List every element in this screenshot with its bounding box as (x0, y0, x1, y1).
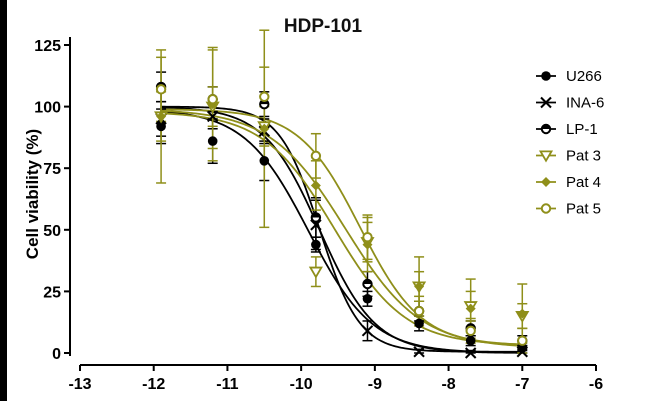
marker-stroke (540, 96, 552, 109)
data-point (207, 94, 218, 105)
x-tick-label: -10 (290, 376, 313, 393)
fit-curve (161, 106, 523, 354)
marker-stroke (464, 347, 477, 359)
chart-title: HDP-101 (284, 16, 363, 37)
data-point (259, 123, 270, 134)
legend-label: Pat 3 (566, 148, 601, 165)
data-point (362, 231, 373, 243)
marker-stroke (206, 110, 219, 123)
data-point (516, 346, 528, 358)
fit-curve (161, 110, 523, 354)
legend-marker (540, 96, 552, 109)
legend-label: LP-1 (566, 121, 598, 138)
data-point (362, 293, 373, 304)
y-tick-label: 0 (52, 346, 61, 363)
marker-fill (311, 213, 321, 218)
data-points (154, 81, 530, 359)
x-tick-label: -11 (216, 376, 238, 393)
legend-marker (540, 123, 552, 135)
data-point (310, 219, 322, 231)
x-tick-label: -9 (368, 376, 382, 393)
marker-stroke (361, 325, 374, 337)
data-point (464, 347, 477, 359)
data-point (362, 278, 373, 290)
legend-marker (541, 71, 551, 81)
x-tick-label: -7 (515, 376, 529, 393)
y-tick-label: 125 (34, 38, 61, 55)
x-tick-label: -13 (68, 376, 91, 393)
data-point (413, 305, 425, 317)
marker-stroke (516, 346, 528, 358)
x-tick-label: -6 (589, 376, 603, 393)
data-point (310, 180, 321, 191)
data-point (414, 318, 424, 329)
legend-marker (540, 203, 552, 214)
marker-fill (541, 124, 551, 129)
y-tick-label: 25 (43, 284, 61, 301)
y-tick-label: 100 (34, 100, 61, 117)
data-point (156, 111, 167, 122)
legend-label: INA-6 (566, 95, 604, 112)
legend-label: Pat 5 (566, 201, 601, 218)
data-point (517, 308, 528, 319)
data-point (259, 91, 270, 102)
axes: 0 25 50 75 100 125 -13 -12 -11 -10 -9 -8 -7 -6 (34, 37, 603, 393)
x-tick-label: -8 (441, 376, 455, 393)
marker-stroke (310, 219, 322, 231)
y-axis-label: Cell viability (%) (23, 129, 42, 259)
data-point (465, 303, 476, 314)
marker-stroke (413, 346, 425, 358)
data-point (259, 156, 270, 166)
data-point (206, 110, 219, 123)
data-point (308, 266, 323, 279)
left-border (0, 0, 7, 401)
data-point (465, 335, 476, 346)
data-point (156, 121, 166, 132)
data-point (310, 212, 322, 223)
legend-marker (538, 150, 554, 163)
legend: U266 INA-6 LP-1 Pat 3 Pat 4 Pat 5 (536, 68, 604, 218)
data-point (155, 84, 167, 95)
data-point (465, 325, 476, 337)
fit-curve (161, 112, 523, 346)
data-point (413, 346, 425, 358)
data-point (414, 281, 425, 292)
marker-fill (363, 279, 372, 285)
data-point (361, 325, 374, 337)
fit-curves (161, 105, 523, 354)
x-tick-label: -12 (142, 376, 165, 393)
legend-label: Pat 4 (566, 174, 601, 191)
y-tick-label: 50 (43, 223, 61, 240)
data-point (362, 239, 373, 250)
data-point (310, 150, 322, 162)
legend-label: U266 (566, 68, 602, 85)
data-point (517, 335, 528, 346)
y-tick-label: 75 (43, 161, 61, 178)
data-point (311, 239, 321, 250)
legend-marker (541, 177, 551, 187)
fit-curve (161, 108, 523, 346)
data-point (207, 136, 218, 146)
